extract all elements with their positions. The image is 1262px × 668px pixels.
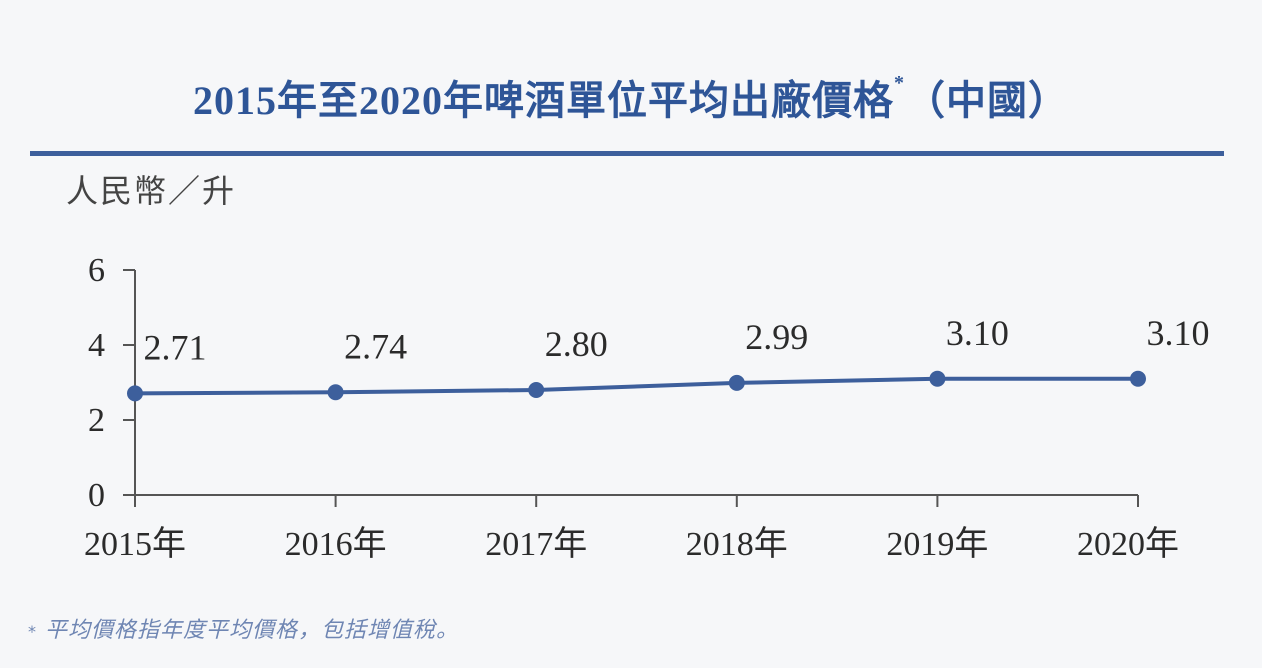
data-label: 2.74 <box>344 326 407 366</box>
y-tick-label: 0 <box>88 477 105 514</box>
data-label: 3.10 <box>946 313 1009 353</box>
chart-axes <box>134 270 1138 496</box>
x-tick-label: 2015年 <box>84 525 186 563</box>
chart-value-labels: 2.71 2.74 2.80 2.99 3.10 3.10 <box>144 313 1210 368</box>
x-tick-label: 2018年 <box>686 525 788 563</box>
chart-ticks: 0 2 4 6 2015年 2016年 2017年 2018年 2019年 2020年 <box>84 252 1179 563</box>
footnote-text: 平均價格指年度平均價格，包括增值稅。 <box>45 618 460 643</box>
footnote-marker: * <box>28 622 37 641</box>
y-tick-label: 6 <box>88 252 105 289</box>
data-label: 2.71 <box>144 327 207 367</box>
x-tick-label: 2016年 <box>285 525 387 563</box>
data-point <box>1130 370 1146 387</box>
y-axis-unit-label: 人民幣／升 <box>66 172 237 210</box>
footnote: * 平均價格指年度平均價格，包括增值稅。 <box>28 612 459 644</box>
chart-title-text: 2015年至2020年啤酒單位平均出廠價格 <box>193 78 894 123</box>
x-tick-label: 2019年 <box>886 525 988 563</box>
x-tick-label: 2017年 <box>485 525 587 563</box>
data-point <box>327 384 344 401</box>
data-label: 2.80 <box>545 324 608 364</box>
series-line <box>134 376 1138 396</box>
title-divider <box>30 151 1224 156</box>
data-label: 3.10 <box>1147 313 1210 353</box>
data-point <box>528 382 545 398</box>
chart-title-marker: * <box>894 72 905 94</box>
chart-title: 2015年至2020年啤酒單位平均出廠價格*（中國） <box>0 68 1262 126</box>
x-tick-label: 2020年 <box>1077 525 1179 563</box>
data-point <box>127 385 143 402</box>
y-tick-label: 4 <box>88 327 105 364</box>
y-tick-label: 2 <box>88 402 105 439</box>
data-point <box>728 374 745 391</box>
data-point <box>929 370 946 387</box>
chart-series <box>127 370 1146 402</box>
data-label: 2.99 <box>745 317 808 357</box>
chart-title-suffix: （中國） <box>905 78 1069 123</box>
